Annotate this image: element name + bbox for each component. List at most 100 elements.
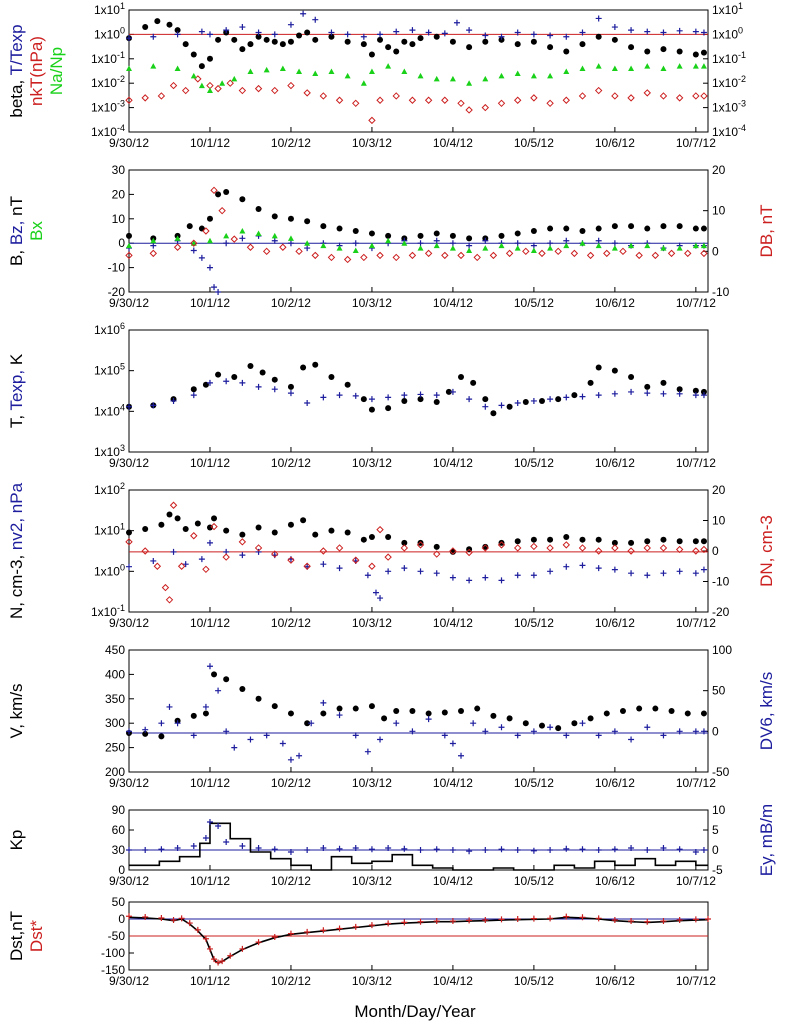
velocity-dv6-point — [279, 740, 286, 747]
beta-nkt-npa--point — [169, 81, 178, 90]
temperature-t-point — [247, 363, 254, 370]
bfield-bz-point — [482, 237, 489, 244]
dst-dst--point — [579, 914, 586, 921]
temperature-t-point — [660, 379, 667, 386]
velocity-v-point — [555, 725, 562, 732]
velocity-xtick-label: 10/2/12 — [271, 776, 311, 790]
density-n-point — [401, 539, 408, 546]
kp-ey-point — [660, 845, 667, 851]
velocity-dv6-point — [409, 728, 416, 735]
bfield-db-point — [522, 247, 530, 256]
temperature-texp-point — [385, 394, 392, 401]
kp-ey-point — [449, 847, 456, 853]
bfield-db-point — [246, 243, 255, 251]
kp-ey-point — [304, 847, 311, 853]
bfield-b-point — [692, 225, 699, 232]
bfield-b-point — [563, 225, 570, 232]
temperature-t-point — [287, 383, 294, 390]
velocity-dv6-point — [692, 728, 699, 735]
dst-ytick-label: -150 — [101, 963, 125, 977]
density-xtick-label: 10/1/12 — [190, 616, 230, 630]
beta-beta-point — [433, 33, 440, 40]
temperature-t-point — [300, 364, 307, 371]
temperature-texp-point — [433, 392, 440, 399]
dst-xtick-label: 10/7/12 — [676, 974, 716, 988]
bfield-bx-point — [174, 235, 181, 241]
bfield-db-point — [441, 251, 449, 260]
density-dn-point — [465, 548, 473, 557]
velocity-dv6-point — [700, 728, 707, 735]
density-nv2-point — [547, 568, 554, 575]
beta-beta-point — [385, 44, 392, 51]
density-ytick-label: 1x10-1 — [91, 603, 125, 619]
bfield-db-point — [125, 251, 133, 260]
beta-xtick-label: 10/4/12 — [433, 136, 473, 150]
beta-beta-point — [154, 18, 161, 25]
velocity-v-point — [336, 705, 343, 712]
density-dn-point — [562, 541, 570, 549]
beta-na-np-point — [579, 65, 586, 72]
density-dn-point — [659, 544, 668, 552]
velocity-v-point — [142, 730, 149, 737]
density-dn-point — [546, 544, 554, 552]
temperature-t-point — [700, 388, 707, 395]
bfield-b-point — [644, 225, 651, 232]
velocity-ytick-label: 400 — [105, 667, 125, 681]
beta-beta-point — [279, 41, 286, 48]
velocity-dv6-point — [190, 732, 197, 739]
bfield-bx-point — [498, 242, 505, 249]
density-nv2-point — [579, 562, 586, 569]
density-n-point — [482, 543, 489, 550]
bfield-db-point — [586, 251, 595, 260]
beta-beta-point — [182, 41, 189, 48]
kp-ytick-label: 0 — [118, 863, 125, 877]
velocity-v-point — [368, 703, 375, 710]
density-ylabel-left: N, cm-3, nv2, nPa — [7, 482, 26, 619]
density-right-ytick-label: 10 — [712, 514, 726, 528]
temperature-texp-point — [417, 391, 424, 398]
beta-na-np-point — [198, 82, 205, 89]
velocity-dv6-point — [377, 736, 384, 743]
beta-beta-point — [215, 36, 222, 43]
bfield-db-point — [262, 247, 271, 256]
bfield-bx-point — [563, 242, 570, 249]
beta-nkt-npa--point — [578, 92, 587, 100]
kp-xtick-label: 10/2/12 — [271, 874, 311, 888]
velocity-dv6-point — [595, 732, 602, 739]
beta-na-np-point — [360, 80, 367, 86]
density-n-point — [595, 536, 602, 543]
bfield-bx-point — [255, 230, 262, 236]
beta-na-np-point — [530, 72, 537, 79]
kp-ey-point — [206, 819, 213, 825]
kp-xtick-label: 9/30/12 — [109, 874, 149, 888]
kp-ey-point — [385, 845, 392, 851]
beta-nkt-npa--point — [303, 89, 311, 97]
density-nv2-point — [206, 539, 213, 546]
bfield-bz-point — [352, 240, 359, 247]
kp-ey-point — [223, 839, 230, 845]
kp-plot-frame — [128, 809, 709, 871]
density-xtick-label: 10/5/12 — [514, 616, 554, 630]
kp-ey-point — [287, 849, 294, 855]
beta-ytick-label: 1x10-3 — [91, 99, 125, 115]
density-dn-point — [177, 562, 186, 570]
density-nv2-point — [482, 574, 489, 581]
bfield-plot-frame — [128, 169, 709, 293]
beta-nkt-npa--point — [157, 92, 166, 100]
density-n-point — [344, 529, 351, 536]
x-axis-title: Month/Day/Year — [354, 1002, 476, 1021]
bfield-bx-point — [336, 245, 343, 251]
beta-na-np-point — [296, 68, 303, 75]
bfield-db-point — [667, 249, 676, 258]
bfield-b-point — [433, 230, 440, 237]
dst-dst--point — [368, 922, 375, 929]
velocity-dv6-point — [441, 732, 448, 739]
density-n-point — [530, 536, 537, 543]
temperature-t-point — [571, 392, 578, 399]
beta-xtick-label: 10/2/12 — [271, 136, 311, 150]
kp-ey-point — [417, 847, 424, 853]
temperature-t-point — [312, 361, 319, 368]
velocity-v-point — [474, 705, 481, 712]
velocity-dv6-point — [482, 728, 489, 735]
temperature-t-point — [433, 398, 440, 405]
